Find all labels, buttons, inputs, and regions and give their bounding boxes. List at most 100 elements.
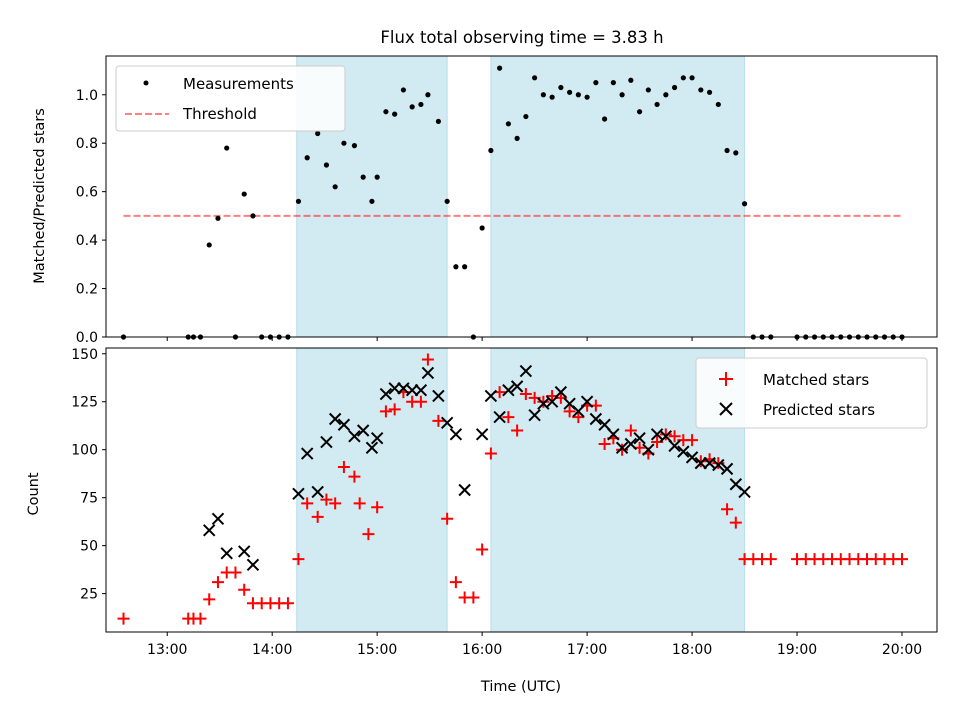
measurement-point (409, 104, 415, 110)
top-panel: 0.0 0.2 0.4 0.6 0.8 1.0 Matched/Predicted sta… (32, 55, 938, 346)
matched-star-point (194, 612, 207, 625)
matched-star-point (659, 428, 672, 441)
predicted-star-point (615, 441, 629, 454)
predicted-star-point (580, 395, 594, 408)
bottom-legend-box (695, 357, 928, 429)
measurement-point (689, 75, 695, 81)
matched-star-point (449, 576, 462, 589)
matched-star-point (281, 597, 294, 610)
y-tick-label: 0.6 (76, 185, 98, 201)
predicted-star-point (432, 389, 445, 403)
measurement-point (645, 87, 651, 93)
y-tick-label: 0.2 (76, 282, 98, 298)
x-tick-label: 20:00 (882, 642, 922, 658)
chart-title: Flux total observing time = 3.83 h (380, 28, 663, 47)
measurement-point (360, 174, 366, 180)
predicted-star-point (246, 558, 260, 572)
bottom-x-axis: 13:00 14:00 15:00 16:00 17:00 18:00 19:00 20:00 (147, 632, 922, 658)
y-tick-label: 0.8 (76, 136, 98, 152)
predicted-star-point (458, 483, 471, 497)
matched-star-point (421, 353, 434, 366)
x-tick-label: 19:00 (777, 642, 817, 658)
measurement-point (304, 155, 310, 161)
predicted-star-point (370, 431, 384, 445)
x-tick-label: 15:00 (357, 642, 397, 658)
measurement-point (715, 101, 721, 108)
predicted-star-point (685, 451, 699, 464)
measurement-point (636, 109, 643, 115)
matched-star-point (572, 411, 585, 424)
predicted-star-point (328, 412, 342, 426)
measurement-point (383, 109, 389, 115)
predicted-star-point (475, 428, 489, 441)
measurement-point (523, 113, 529, 120)
y-tick-label: 125 (71, 395, 98, 411)
measurement-point (549, 94, 555, 100)
measurement-point (453, 264, 459, 270)
predicted-star-point (484, 389, 498, 403)
matched-stars-series (117, 353, 909, 625)
measurement-point (295, 198, 302, 204)
measurement-point (680, 75, 686, 81)
matched-star-point (238, 583, 251, 596)
predicted-star-point (554, 385, 568, 399)
measurement-point (369, 198, 375, 204)
measurement-point (488, 147, 494, 154)
predicted-star-point (738, 485, 751, 499)
predicted-star-point (220, 547, 233, 560)
matched-star-point (441, 512, 454, 525)
measurement-point (250, 213, 256, 219)
bottom-plot-frame (105, 347, 938, 633)
matched-star-point (211, 576, 224, 589)
legend-matched-marker (719, 372, 733, 386)
matched-star-point (467, 591, 480, 604)
predicted-star-point (211, 512, 225, 525)
y-tick-label: 1.0 (76, 88, 98, 104)
matched-star-point (371, 501, 384, 514)
matched-star-point (511, 424, 524, 437)
predicted-star-point (720, 462, 734, 476)
matched-star-point (432, 414, 445, 427)
matched-star-point (320, 493, 333, 506)
matched-star-point (388, 403, 401, 416)
top-plot-frame (105, 55, 938, 338)
matched-star-point (721, 503, 734, 516)
observing-band (296, 347, 448, 633)
measurement-point (567, 89, 573, 95)
bottom-legend: Matched stars Predicted stars (695, 357, 928, 429)
measurement-point (532, 75, 538, 81)
predicted-star-point (642, 443, 655, 456)
legend-predicted-marker (719, 402, 733, 416)
matched-star-point (686, 434, 699, 447)
top-y-axis: 0.0 0.2 0.4 0.6 0.8 1.0 (76, 88, 106, 346)
y-tick-label: 0.4 (76, 233, 98, 249)
y-tick-label: 150 (71, 347, 98, 363)
x-tick-label: 16:00 (462, 642, 502, 658)
matched-star-point (484, 447, 497, 460)
matched-star-point (537, 395, 550, 408)
measurement-point (671, 84, 678, 91)
legend-predicted-label: Predicted stars (763, 401, 875, 419)
x-tick-label: 14:00 (252, 642, 292, 658)
measurement-point (241, 191, 247, 197)
matched-star-point (348, 470, 361, 483)
matched-star-point (229, 566, 242, 579)
predicted-star-point (519, 364, 533, 378)
predicted-star-point (449, 428, 463, 441)
predicted-star-point (337, 418, 351, 431)
measurement-point (505, 121, 511, 127)
matched-star-point (117, 612, 130, 625)
top-observing-bands (296, 55, 746, 338)
predicted-star-point (677, 445, 690, 458)
measurement-point (610, 80, 616, 86)
measurement-point (724, 147, 730, 154)
predicted-stars-series (203, 364, 751, 572)
predicted-star-point (421, 366, 435, 380)
predicted-star-point (238, 545, 251, 558)
predicted-star-point (598, 418, 611, 431)
measurement-point (741, 201, 748, 207)
predicted-star-point (572, 405, 585, 418)
matched-star-point (764, 553, 777, 566)
measurement-point (514, 135, 520, 141)
